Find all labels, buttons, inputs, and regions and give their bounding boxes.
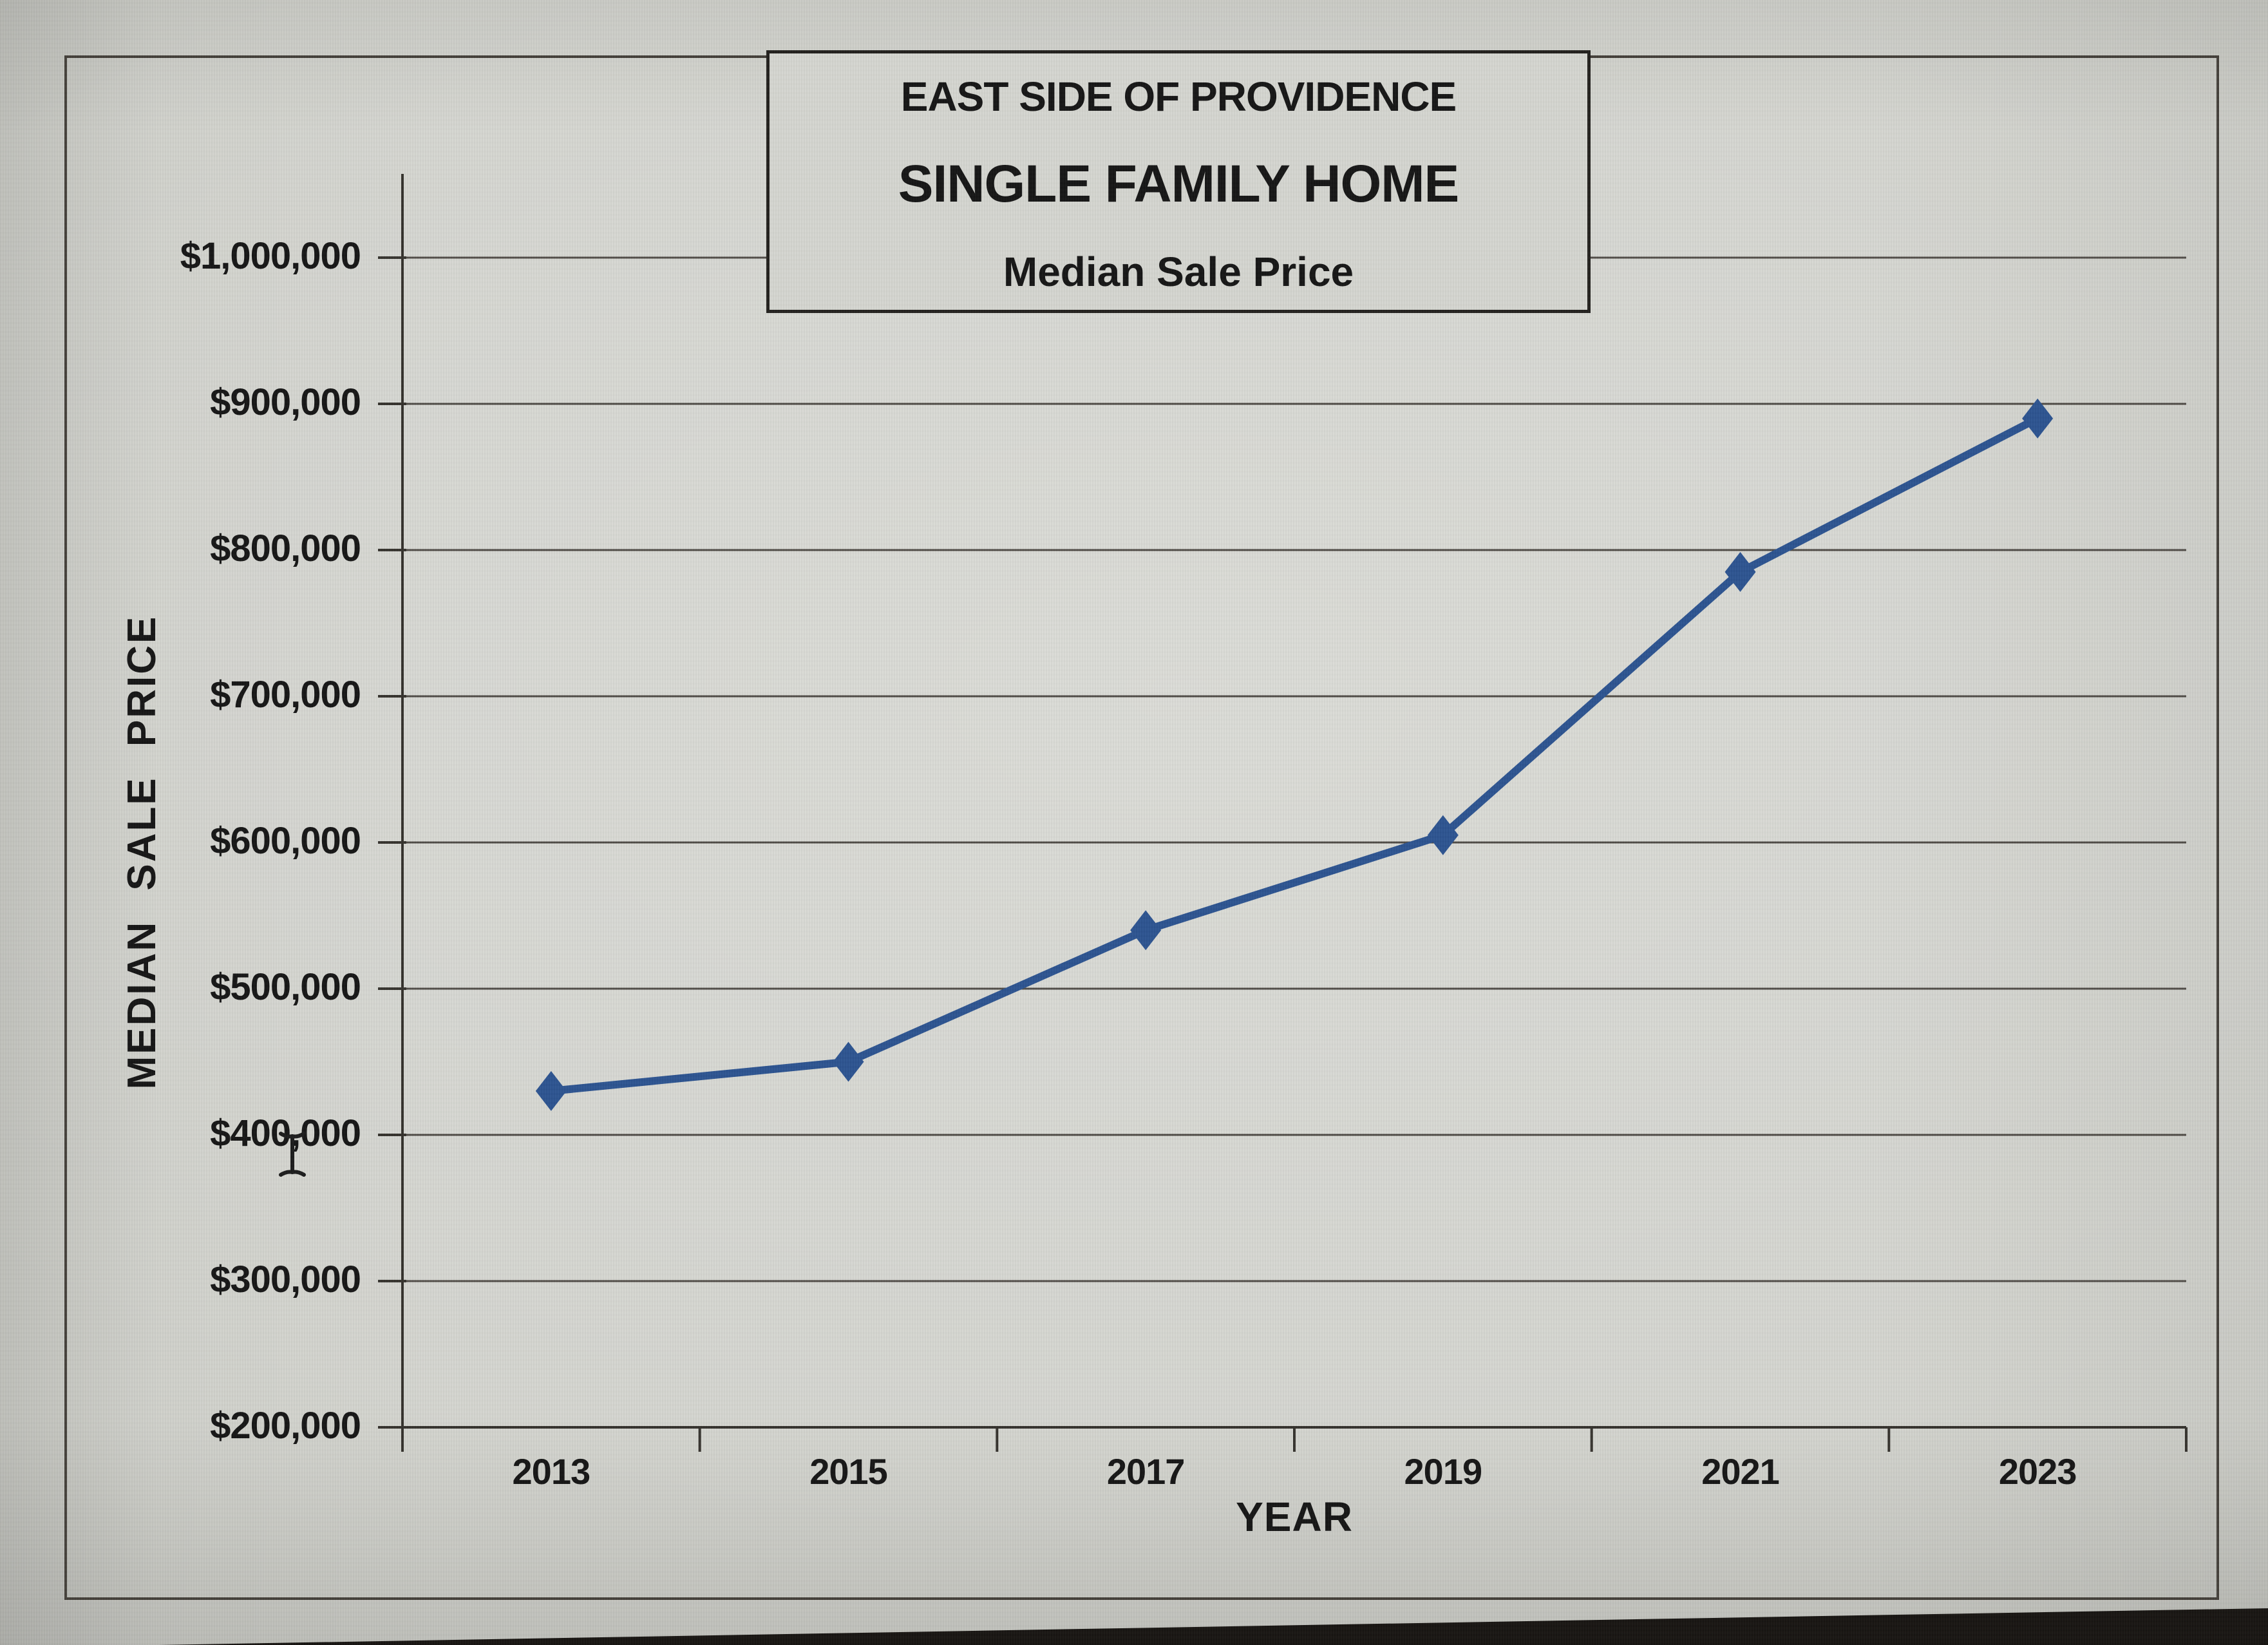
chart-title-box: EAST SIDE OF PROVIDENCE SINGLE FAMILY HO… <box>766 50 1591 313</box>
data-point-marker <box>1427 815 1459 855</box>
chart-title-line-3: Median Sale Price <box>1003 249 1354 295</box>
chart-title-line-1: EAST SIDE OF PROVIDENCE <box>900 73 1457 120</box>
x-axis-tick-label: 2013 <box>512 1451 591 1492</box>
x-axis-tick-label: 2015 <box>809 1451 888 1492</box>
median-price-line <box>551 415 2039 1095</box>
y-axis-tick-label: $600,000 <box>210 820 361 862</box>
y-axis-tick-label: $1,000,000 <box>180 235 361 277</box>
data-point-marker <box>535 1070 567 1111</box>
data-point-marker <box>833 1041 864 1082</box>
y-axis-tick-label: $200,000 <box>210 1405 361 1447</box>
x-axis-tick-label: 2023 <box>1998 1451 2077 1492</box>
x-axis-tick-label: 2019 <box>1404 1451 1483 1492</box>
x-axis-tick-label: 2021 <box>1701 1451 1780 1492</box>
y-axis-tick-label: $300,000 <box>210 1259 361 1300</box>
y-axis-tick-label: $500,000 <box>210 966 361 1008</box>
y-axis-tick-label: $400,000 <box>210 1112 361 1154</box>
chart-title-line-2: SINGLE FAMILY HOME <box>898 155 1459 213</box>
y-axis-tick-label: $800,000 <box>210 528 361 569</box>
text-ibeam-cursor <box>279 1132 306 1177</box>
y-axis-tick-label: $700,000 <box>210 674 361 716</box>
data-point-marker <box>1130 910 1162 951</box>
data-point-marker <box>1725 552 1756 593</box>
y-axis-title: MEDIAN SALE PRICE <box>120 614 164 1090</box>
y-axis-tick-label: $900,000 <box>210 381 361 423</box>
data-point-marker <box>2022 398 2054 439</box>
x-axis-title: YEAR <box>1236 1494 1353 1540</box>
x-axis-tick-label: 2017 <box>1106 1451 1186 1492</box>
